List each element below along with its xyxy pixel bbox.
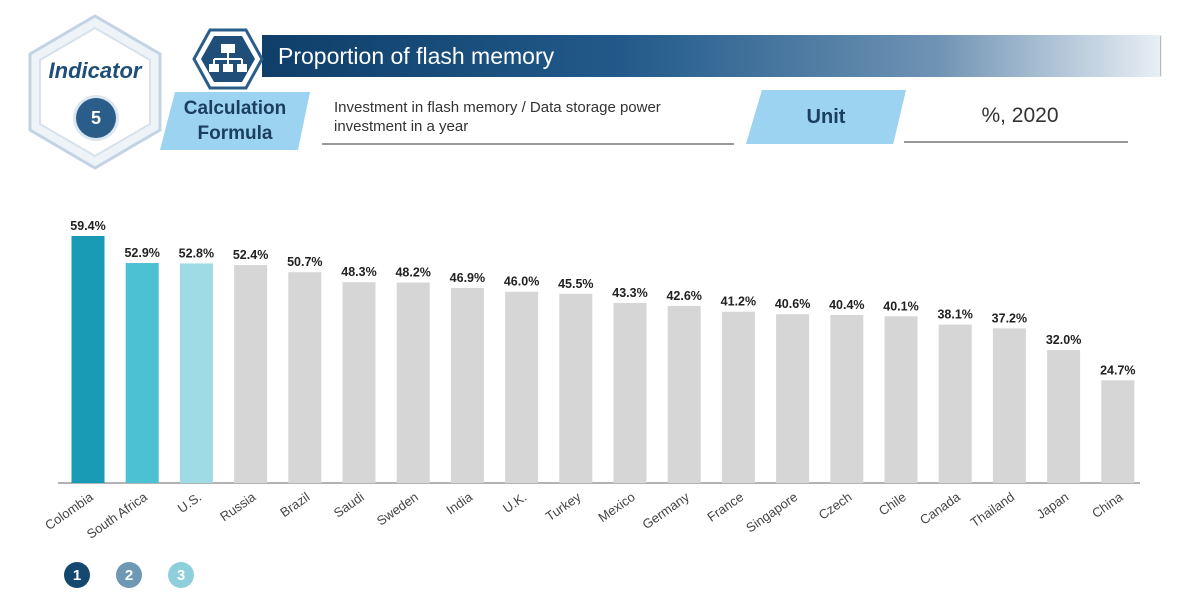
x-tick-label: India — [443, 489, 475, 518]
formula-underline — [322, 143, 734, 145]
bar-germany — [667, 305, 701, 483]
unit-label: Unit — [806, 105, 846, 128]
data-label: 32.0% — [1046, 333, 1081, 347]
unit-value: %, 2020 — [981, 104, 1059, 127]
formula-label-line2: Formula — [197, 123, 273, 144]
x-tick-label: Mexico — [595, 489, 637, 525]
x-tick-label: Canada — [917, 489, 964, 528]
indicator-hexagon-icon — [28, 14, 162, 170]
formula-text: Investment in flash memory / Data storag… — [334, 98, 734, 136]
data-label: 45.5% — [558, 277, 593, 291]
bar-france — [721, 311, 755, 483]
indicator-badge: Indicator 5 — [20, 14, 170, 170]
data-label: 50.7% — [287, 255, 322, 269]
x-tick-label: Singapore — [743, 489, 800, 535]
formula-line1: Investment in flash memory / Data storag… — [334, 99, 661, 116]
data-label: 24.7% — [1100, 363, 1135, 377]
data-label: 59.4% — [70, 219, 105, 233]
x-tick-label: Chile — [876, 489, 909, 518]
bar-chile — [884, 316, 918, 483]
formula-line2: investment in a year — [334, 118, 469, 135]
legend-rank-2: 2 — [116, 562, 142, 588]
x-tick-label: Czech — [816, 489, 855, 522]
data-label: 41.2% — [721, 295, 756, 309]
x-tick-label: South Africa — [84, 489, 151, 542]
data-label: 37.2% — [992, 311, 1027, 325]
x-tick-label: Brazil — [277, 489, 312, 520]
bar-u-k — [505, 291, 539, 483]
x-tick-label: France — [704, 489, 746, 524]
legend-rank-3: 3 — [168, 562, 194, 588]
x-tick-label: Sweden — [374, 489, 421, 528]
title-edge-divider — [1160, 36, 1161, 76]
unit-underline — [904, 141, 1128, 143]
network-hierarchy-icon — [192, 28, 264, 90]
formula-label-box — [160, 92, 310, 150]
bar-india — [450, 287, 484, 483]
bar-japan — [1047, 349, 1081, 483]
x-tick-label: Thailand — [968, 489, 1017, 530]
data-label: 38.1% — [937, 308, 972, 322]
data-label: 48.3% — [341, 265, 376, 279]
bar-south-africa — [125, 263, 159, 483]
data-label: 40.4% — [829, 298, 864, 312]
x-tick-label: Germany — [640, 489, 693, 532]
x-tick-label: Turkey — [543, 489, 584, 524]
bar-brazil — [288, 272, 322, 483]
bar-turkey — [559, 293, 593, 483]
bar-czech — [830, 315, 864, 483]
data-label: 52.4% — [233, 248, 268, 262]
bar-russia — [234, 265, 268, 483]
bar-colombia — [71, 236, 105, 483]
bar-u-s — [179, 263, 213, 483]
data-label: 43.3% — [612, 286, 647, 300]
data-label: 42.6% — [666, 289, 701, 303]
indicator-number: 5 — [76, 98, 116, 138]
title-bar — [262, 35, 1162, 77]
data-label: 46.9% — [450, 271, 485, 285]
x-tick-label: Japan — [1034, 489, 1072, 522]
indicator-label: Indicator — [48, 58, 142, 83]
unit-label-box — [746, 90, 906, 144]
bar-canada — [938, 324, 972, 483]
bar-china — [1101, 380, 1135, 483]
legend-rank-1: 1 — [64, 562, 90, 588]
data-label: 40.6% — [775, 297, 810, 311]
rank-legend: 1 2 3 — [64, 562, 194, 588]
x-tick-label: Russia — [217, 489, 259, 525]
bar-mexico — [613, 302, 647, 483]
page-title: Proportion of flash memory — [278, 43, 555, 69]
formula-label: Calculation Formula — [160, 92, 310, 150]
x-tick-label: U.K. — [500, 489, 529, 516]
x-tick-label: China — [1089, 489, 1126, 521]
data-label: 52.9% — [124, 246, 159, 260]
bar-saudi — [342, 282, 376, 483]
data-label: 52.8% — [179, 246, 214, 260]
bar-sweden — [396, 282, 430, 483]
bar-singapore — [776, 314, 810, 483]
data-label: 40.1% — [883, 299, 918, 313]
x-tick-label: Saudi — [331, 489, 367, 520]
data-label: 46.0% — [504, 275, 539, 289]
formula-label-line1: Calculation — [183, 98, 287, 119]
bar-thailand — [992, 328, 1026, 483]
x-tick-label: U.S. — [175, 489, 204, 516]
data-label: 48.2% — [395, 266, 430, 280]
